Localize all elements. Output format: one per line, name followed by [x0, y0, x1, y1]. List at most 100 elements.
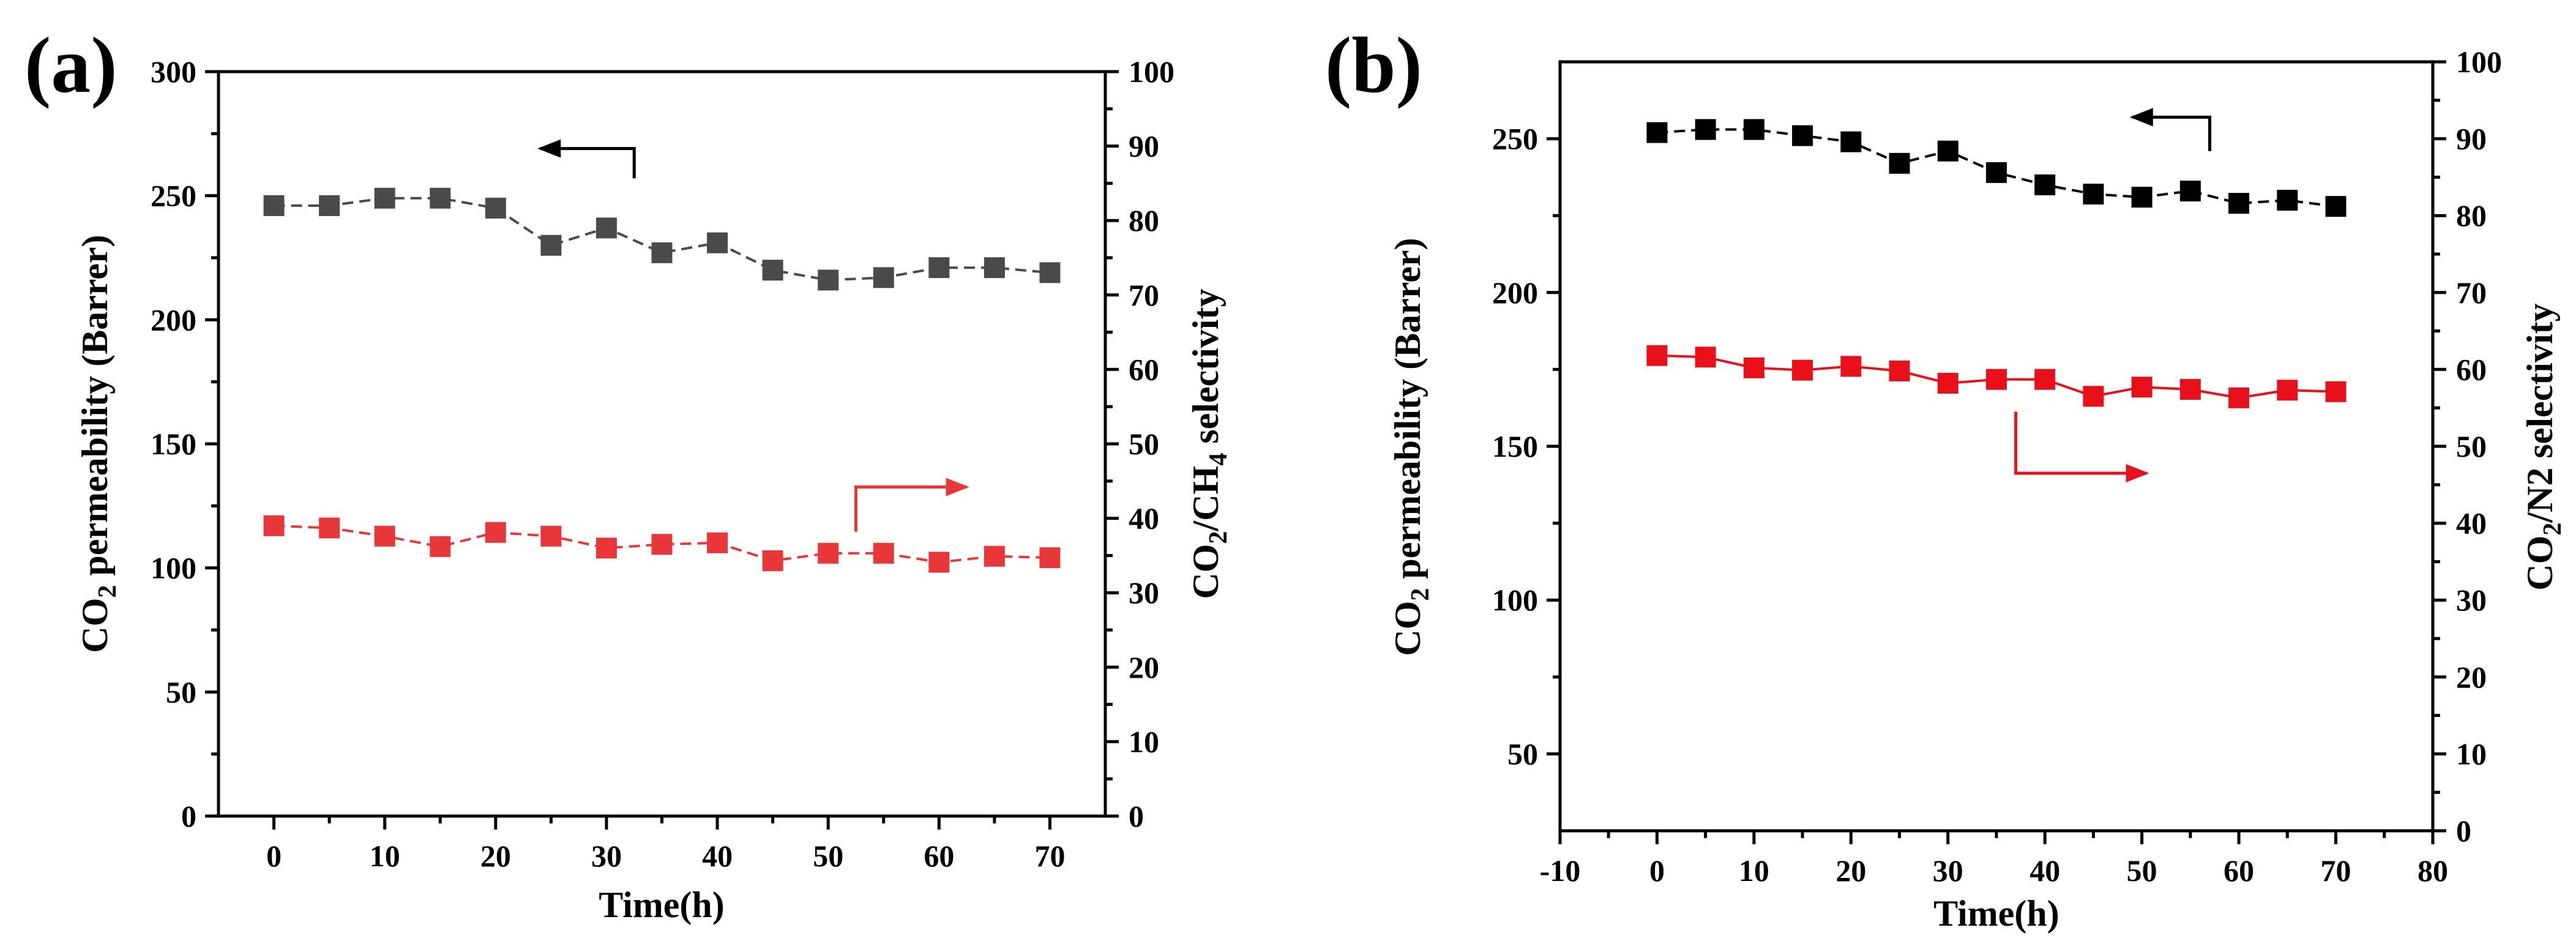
data-point	[319, 195, 340, 216]
y-tick-label: 50	[1507, 736, 1538, 771]
y2-axis-title-part: /N2 selectivity	[2520, 303, 2560, 523]
x-tick-label: 20	[1835, 853, 1866, 888]
data-point	[430, 187, 451, 209]
data-point	[2179, 181, 2201, 202]
y2-tick-label: 100	[1129, 54, 1174, 89]
chart-panel-a: (a)0 10 20 30 40 50 60 700501001502002503000102…	[24, 21, 1233, 925]
panel-label: (a)	[24, 21, 118, 110]
y-tick-label: 0	[181, 799, 196, 833]
x-tick-label: 0	[1649, 853, 1665, 888]
data-point	[1937, 373, 1958, 394]
x-tick-label: 0	[266, 839, 282, 873]
y2-axis-title-part: CO	[2520, 536, 2560, 591]
x-tick-label: 30	[591, 839, 622, 873]
annotation-arrow-line	[540, 147, 636, 179]
y-axis-title: CO2 permeability (Barrer)	[75, 234, 122, 653]
data-point	[540, 234, 562, 256]
data-point	[1792, 125, 1813, 146]
x-tick-label: 60	[924, 839, 954, 873]
x-axis-title: Time(h)	[599, 885, 725, 925]
data-point	[1889, 360, 1910, 381]
data-point	[1840, 356, 1862, 377]
annotation-arrow-line	[2014, 411, 2147, 475]
data-point	[1695, 347, 1716, 368]
data-point	[1986, 162, 2007, 183]
y-axis-title-prefix: CO	[1387, 601, 1428, 656]
data-point	[430, 536, 451, 557]
x-tick-label: 30	[1933, 853, 1963, 888]
data-point	[2277, 380, 2298, 401]
annotation-arrow-head	[946, 478, 969, 497]
y2-tick-label: 80	[2456, 198, 2487, 233]
chart-panel-b: (b)-10 0 10 20 30 40 50 60 70 8050100150200250010…	[1325, 21, 2567, 934]
data-point	[1986, 369, 2007, 390]
y-axis-title-suffix: permeability (Barrer)	[1387, 238, 1428, 588]
data-point	[1646, 122, 1668, 143]
y2-tick-label: 20	[1129, 650, 1159, 684]
y-axis-title-subscript: 2	[1406, 588, 1435, 601]
data-point	[2083, 386, 2104, 407]
x-tick-label: 10	[1739, 853, 1769, 888]
data-point	[762, 260, 783, 281]
data-point	[2325, 381, 2346, 402]
x-tick-label: 70	[1034, 839, 1065, 873]
y2-tick-label: 90	[2456, 122, 2487, 156]
series-line	[274, 197, 1050, 282]
y2-axis-title-part: selectivity	[1185, 289, 1226, 453]
y-axis-title: CO2 permeability (Barrer)	[1387, 238, 1435, 656]
y-tick-label: 100	[151, 551, 196, 585]
y2-axis-title: CO2/N2 selectivity	[2520, 303, 2567, 590]
data-point	[651, 242, 673, 263]
x-tick-label: 80	[2417, 853, 2448, 888]
data-point	[2179, 379, 2201, 400]
data-point	[1743, 119, 1764, 140]
x-tick-label: 20	[480, 839, 511, 873]
x-tick-label: -10	[1540, 853, 1581, 888]
y-axis-title-suffix: permeability (Barrer)	[75, 234, 115, 585]
x-tick-label: 40	[702, 839, 733, 873]
y-tick-label: 50	[166, 675, 196, 709]
data-point	[595, 538, 617, 559]
data-point	[1039, 262, 1061, 283]
y2-axis-title-part: 4	[1204, 453, 1233, 466]
y2-tick-label: 0	[2456, 814, 2471, 848]
data-point	[984, 545, 1005, 567]
y2-axis-title: CO2/CH4 selectivity	[1185, 289, 1233, 599]
y2-tick-label: 40	[1129, 501, 1159, 536]
data-point	[1937, 140, 1958, 162]
x-tick-label: 50	[813, 839, 843, 873]
y2-tick-label: 30	[2456, 583, 2487, 617]
x-tick-label: 10	[370, 839, 400, 873]
data-point	[485, 197, 506, 219]
data-point	[928, 257, 950, 279]
data-point	[2083, 184, 2104, 205]
annotation-arrow-line	[854, 485, 967, 532]
data-point	[2325, 196, 2346, 217]
y2-axis-title-part: 2	[1204, 531, 1233, 544]
data-point	[2277, 190, 2298, 211]
y2-tick-label: 10	[2456, 736, 2487, 771]
y2-axis-title-part: /CH	[1185, 466, 1226, 532]
data-point	[2131, 187, 2152, 208]
data-point	[2034, 369, 2056, 390]
y2-tick-label: 20	[2456, 660, 2487, 694]
data-point	[2228, 193, 2250, 214]
plot-frame	[217, 70, 1107, 818]
data-point	[263, 195, 285, 216]
y-tick-label: 150	[1492, 429, 1538, 463]
data-point	[1840, 131, 1862, 152]
y-tick-label: 200	[151, 302, 196, 337]
data-point	[263, 515, 285, 536]
y2-tick-label: 60	[2456, 352, 2487, 386]
data-point	[485, 522, 506, 543]
y-tick-label: 300	[151, 54, 196, 89]
y-tick-label: 200	[1492, 275, 1538, 310]
data-point	[818, 542, 839, 564]
data-point	[818, 269, 839, 291]
data-point	[374, 187, 395, 209]
x-tick-label: 50	[2127, 853, 2157, 888]
annotation-arrow-line	[2132, 115, 2212, 151]
x-tick-label: 70	[2321, 853, 2351, 888]
data-point	[1646, 345, 1668, 366]
